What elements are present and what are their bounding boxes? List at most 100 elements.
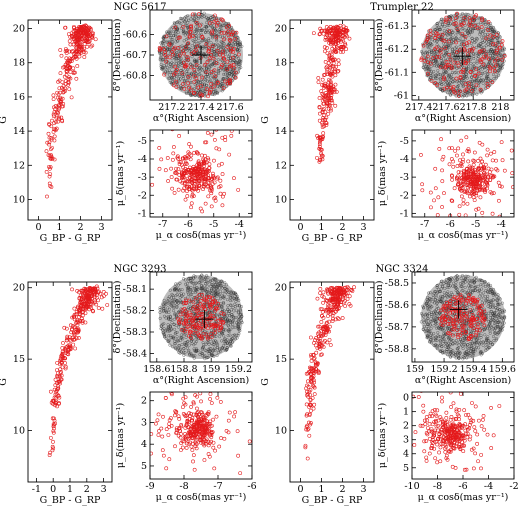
sky-star bbox=[436, 63, 440, 67]
cmd-xlabel: G_BP - G_RP bbox=[40, 233, 101, 244]
cmd-star bbox=[50, 118, 54, 123]
cmd-star bbox=[58, 377, 63, 382]
sky-star bbox=[187, 350, 191, 354]
sky-star bbox=[174, 345, 178, 349]
sky-star bbox=[191, 38, 195, 42]
sky-star bbox=[435, 85, 439, 89]
pm-star bbox=[206, 157, 211, 162]
cmd-star bbox=[78, 305, 82, 310]
sky-member bbox=[221, 49, 225, 54]
sky-member bbox=[192, 73, 197, 78]
sky-star bbox=[181, 18, 185, 22]
cmd-star bbox=[323, 49, 327, 54]
sky-star bbox=[186, 56, 190, 60]
sky-star bbox=[463, 76, 467, 79]
sky-xtick-label: 217.8 bbox=[460, 102, 487, 113]
sky-star bbox=[229, 308, 233, 312]
cmd-star bbox=[334, 50, 339, 55]
sky-star bbox=[170, 42, 174, 46]
sky-star bbox=[472, 61, 476, 65]
pm-xtick-label: -7 bbox=[158, 219, 167, 230]
sky-star bbox=[174, 40, 178, 44]
sky-star bbox=[231, 340, 234, 344]
sky-star bbox=[171, 295, 175, 299]
pm-star bbox=[478, 163, 483, 168]
sky-member bbox=[499, 42, 504, 47]
cmd-star bbox=[329, 38, 333, 42]
cmd-star bbox=[335, 46, 340, 51]
sky-star bbox=[190, 44, 194, 48]
pm-star bbox=[469, 171, 474, 176]
pm-star bbox=[183, 160, 188, 165]
pm-star bbox=[481, 166, 486, 171]
pm-star bbox=[206, 156, 210, 160]
cmd-xtick-label: 2 bbox=[77, 222, 83, 233]
sky-star bbox=[176, 310, 180, 314]
sky-member bbox=[419, 58, 424, 62]
sky-star bbox=[229, 303, 233, 307]
sky-star bbox=[200, 286, 204, 290]
cmd-star bbox=[48, 389, 53, 394]
sky-star bbox=[187, 27, 191, 31]
sky-star bbox=[434, 27, 438, 31]
sky-star bbox=[489, 48, 493, 52]
pm-star bbox=[471, 182, 476, 187]
sky-star bbox=[499, 66, 503, 70]
cmd-star bbox=[47, 166, 52, 171]
sky-star bbox=[192, 347, 196, 351]
sky-star bbox=[211, 80, 215, 84]
sky-star bbox=[475, 37, 479, 41]
sky-star bbox=[503, 47, 507, 51]
sky-star bbox=[487, 62, 491, 66]
sky-star bbox=[187, 348, 191, 352]
pm-star bbox=[206, 169, 211, 174]
sky-star bbox=[178, 288, 182, 292]
sky-star bbox=[451, 36, 455, 40]
sky-member bbox=[449, 64, 454, 69]
sky-member bbox=[448, 57, 453, 62]
sky-star bbox=[237, 332, 241, 336]
sky-star bbox=[163, 333, 167, 337]
pm-star bbox=[456, 146, 461, 151]
sky-star bbox=[176, 31, 180, 34]
sky-star bbox=[181, 318, 185, 322]
sky-member bbox=[435, 32, 440, 36]
sky-member bbox=[481, 62, 486, 67]
sky-star bbox=[186, 42, 190, 46]
pm-star bbox=[213, 198, 218, 203]
cmd-star bbox=[84, 307, 89, 311]
sky-star bbox=[174, 314, 178, 318]
sky-star bbox=[189, 277, 193, 281]
sky-star bbox=[239, 319, 243, 323]
sky-star bbox=[469, 58, 473, 62]
sky-star bbox=[172, 304, 176, 308]
sky-star bbox=[183, 297, 187, 300]
sky-member bbox=[180, 308, 185, 312]
sky-star bbox=[198, 80, 202, 84]
sky-star bbox=[239, 305, 243, 309]
sky-star bbox=[162, 71, 166, 75]
sky-star bbox=[491, 34, 495, 38]
sky-star bbox=[183, 342, 187, 346]
pm-star bbox=[478, 178, 483, 183]
sky-star bbox=[225, 346, 229, 350]
sky-star bbox=[463, 37, 467, 41]
sky-star bbox=[200, 287, 204, 291]
sky-star bbox=[208, 280, 212, 284]
sky-star bbox=[224, 339, 228, 343]
sky-star bbox=[222, 294, 226, 298]
sky-star bbox=[162, 40, 166, 44]
sky-star bbox=[489, 38, 493, 42]
sky-member bbox=[431, 55, 435, 60]
sky-star bbox=[175, 335, 179, 339]
sky-star bbox=[460, 81, 463, 85]
pm-star bbox=[209, 177, 214, 181]
sky-star bbox=[215, 345, 219, 349]
sky-star bbox=[192, 349, 196, 352]
sky-star bbox=[203, 89, 207, 93]
sky-star bbox=[470, 39, 474, 43]
cmd-star bbox=[86, 298, 91, 303]
sky-star bbox=[201, 276, 205, 280]
cmd-ylabel: G bbox=[0, 378, 9, 386]
